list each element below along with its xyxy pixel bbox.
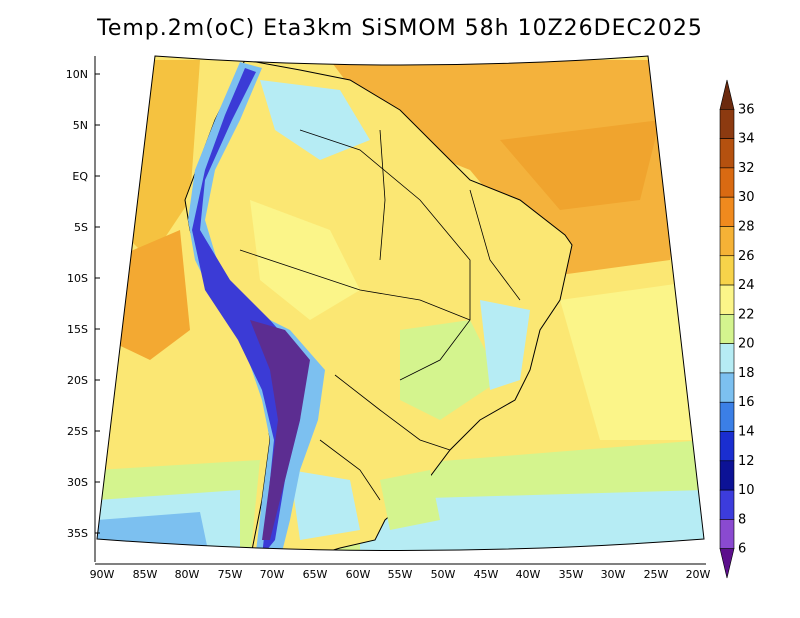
lat-label-30s: 30S: [67, 476, 88, 489]
lat-tick-5n: 5N: [73, 119, 100, 132]
colorbar-segment: [719, 548, 735, 579]
colorbar-label: 30: [738, 190, 755, 205]
colorbar-label: 16: [738, 395, 755, 410]
lat-tick-10s: 10S: [67, 272, 100, 285]
amazon-state-border: [239, 249, 471, 321]
central-brazil-cool: [400, 320, 500, 420]
lon-label-55w: 55W: [388, 568, 413, 581]
lon-label-40w: 40W: [516, 568, 541, 581]
colorbar-label: 6: [738, 542, 746, 557]
lon-label-80w: 80W: [175, 568, 200, 581]
colorbar-label: 10: [738, 483, 755, 498]
south-atlantic-cold: [360, 490, 704, 551]
lon-label-75w: 75W: [218, 568, 243, 581]
colorbar-segment: [719, 314, 735, 344]
lat-label-eq: EQ: [72, 170, 88, 183]
lat-label-5n: 5N: [73, 119, 88, 132]
colorbar-segment: [719, 255, 735, 286]
lon-label-45w: 45W: [474, 568, 499, 581]
amazon-west-region: [250, 200, 360, 320]
colorbar-label: 36: [738, 102, 755, 117]
lat-tick-5s: 5S: [74, 221, 100, 234]
south-atlantic-mild: [560, 280, 704, 440]
lon-label-50w: 50W: [431, 568, 456, 581]
guiana-highlands-cool: [260, 80, 370, 160]
minas-gerais-cool: [480, 300, 530, 390]
lon-label-65w: 65W: [303, 568, 328, 581]
lon-label-85w: 85W: [133, 568, 158, 581]
colorbar-segment: [719, 519, 735, 550]
colorbar-segment: [719, 108, 735, 139]
colorbar-segment: [719, 372, 735, 403]
lon-label-30w: 30W: [601, 568, 626, 581]
colorbar-segment: [719, 284, 735, 315]
latitude-axis: 10N 5N EQ 5S 10S 15S 20S 25S 30S 35S: [66, 56, 100, 562]
lon-label-70w: 70W: [260, 568, 285, 581]
warm-atlantic-region: [330, 60, 700, 275]
lat-tick-25s: 25S: [67, 425, 100, 438]
colorbar-segment: [719, 489, 735, 520]
lat-label-25s: 25S: [67, 425, 88, 438]
colorbar-label: 26: [738, 249, 755, 264]
colorbar-segment: [719, 226, 735, 257]
colorbar-label: 34: [738, 132, 755, 147]
colorbar-label: 28: [738, 219, 755, 234]
lat-label-5s: 5S: [74, 221, 88, 234]
uruguay-region: [380, 470, 440, 530]
lat-label-15s: 15S: [67, 323, 88, 336]
colorbar-label: 8: [738, 512, 746, 527]
lat-tick-35s: 35S: [67, 527, 100, 540]
colorbar-label: 22: [738, 307, 755, 322]
colorbar-segment: [719, 343, 735, 374]
colorbar-label: 18: [738, 366, 755, 381]
paraguay-border: [334, 374, 451, 451]
lat-tick-20s: 20S: [67, 374, 100, 387]
argentina-border: [319, 439, 381, 501]
lon-label-25w: 25W: [644, 568, 669, 581]
colorbar-label: 24: [738, 278, 755, 293]
lat-tick-10n: 10N: [66, 68, 100, 81]
colorbar-segment: [719, 79, 735, 110]
lat-label-10s: 10S: [67, 272, 88, 285]
colorbar-segment: [719, 138, 735, 169]
lon-label-35w: 35W: [559, 568, 584, 581]
colorbar-segment: [719, 460, 735, 491]
colorbar-segment: [719, 167, 735, 198]
lat-tick-30s: 30S: [67, 476, 100, 489]
colorbar-segment: [719, 431, 735, 462]
colorbar-label: 12: [738, 454, 755, 469]
colorbar-label: 32: [738, 161, 755, 176]
lat-tick-15s: 15S: [67, 323, 100, 336]
colorbar-segment: [719, 401, 735, 432]
map-title: Temp.2m(oC) Eta3km SiSMOM 58h 10Z26DEC20…: [97, 16, 703, 41]
colorbar-segment: [719, 196, 735, 227]
lat-tick-eq: EQ: [72, 170, 100, 183]
lat-label-35s: 35S: [67, 527, 88, 540]
lon-label-60w: 60W: [346, 568, 371, 581]
political-borders: [239, 129, 521, 501]
northeast-border: [469, 189, 521, 301]
para-border: [379, 129, 386, 261]
longitude-axis: 90W 85W 80W 75W 70W 65W 60W 55W 50W 45W …: [90, 563, 711, 581]
warm-atlantic-core: [500, 120, 660, 210]
lon-label-20w: 20W: [686, 568, 711, 581]
pampas-cool: [290, 470, 360, 540]
altiplano-coldest: [250, 320, 310, 540]
lon-label-90w: 90W: [90, 568, 115, 581]
lat-label-10n: 10N: [66, 68, 88, 81]
lat-label-20s: 20S: [67, 374, 88, 387]
south-pacific-colder: [97, 512, 210, 551]
colorbar: 36 34 32 30 28 26 24 22 20 18 16 14 12 10 8 6: [719, 79, 755, 579]
colorbar-label: 20: [738, 337, 755, 352]
colorbar-label: 14: [738, 425, 755, 440]
brazil-border-west: [299, 129, 471, 381]
map-frame: [96, 55, 705, 551]
